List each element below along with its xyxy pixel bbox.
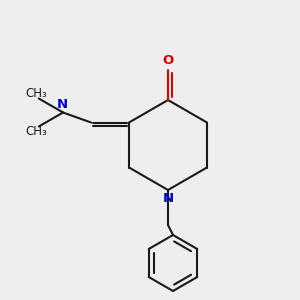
Text: N: N	[56, 98, 68, 111]
Text: CH₃: CH₃	[25, 87, 47, 100]
Text: O: O	[162, 55, 174, 68]
Text: CH₃: CH₃	[25, 125, 47, 138]
Text: N: N	[162, 191, 174, 205]
